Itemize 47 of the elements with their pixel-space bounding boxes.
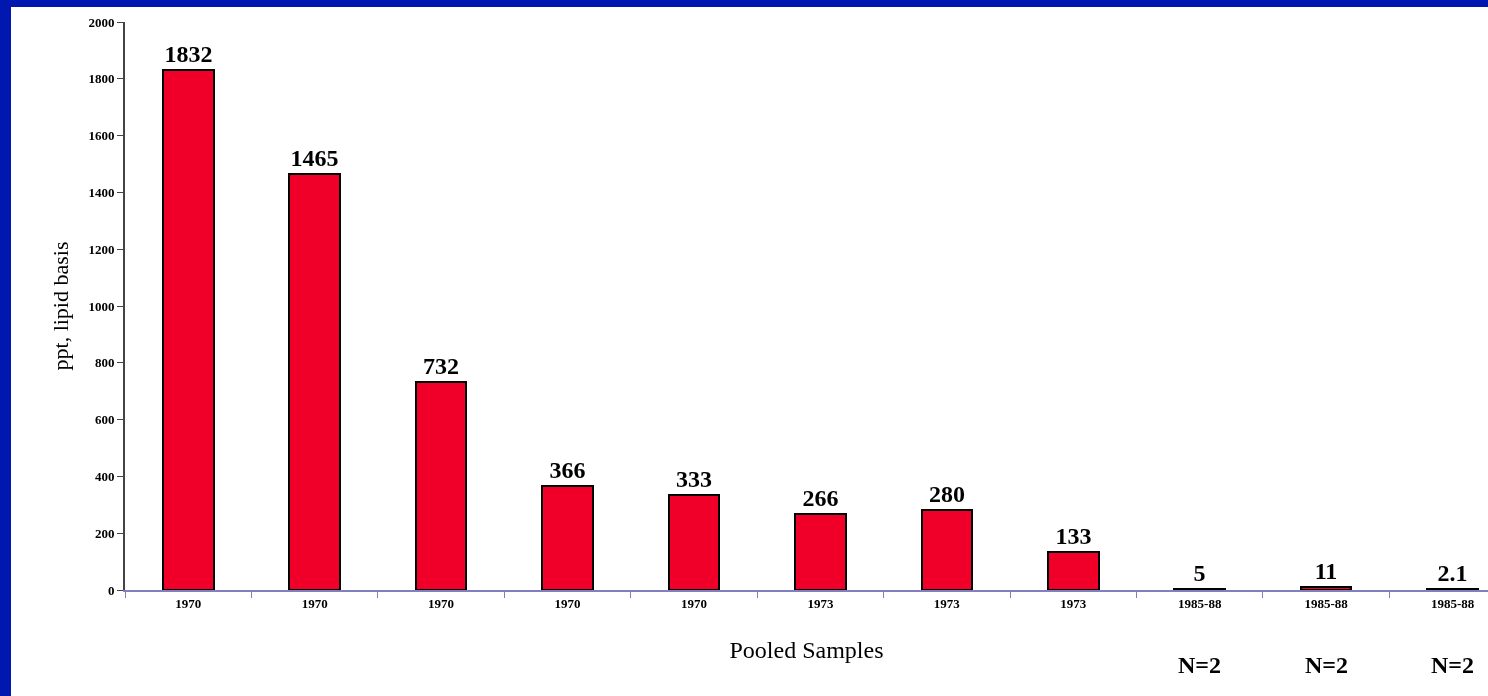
y-axis-title: ppt, lipid basis bbox=[47, 241, 73, 371]
data-label: 1832 bbox=[164, 41, 213, 67]
data-label: 732 bbox=[423, 353, 459, 379]
data-label: 133 bbox=[1055, 523, 1092, 549]
bar bbox=[288, 173, 341, 590]
x-tick-label: 1985-88 bbox=[1178, 595, 1222, 611]
x-tick-label: 1970 bbox=[175, 595, 202, 611]
y-tick-label: 400 bbox=[94, 468, 115, 484]
data-label: 266 bbox=[802, 485, 839, 511]
y-tick-label: 1400 bbox=[88, 184, 115, 200]
text: N=2 bbox=[1178, 652, 1222, 678]
text: N=2 bbox=[1305, 652, 1349, 678]
x-tick-label: 1985-88 bbox=[1304, 595, 1349, 611]
bar bbox=[541, 485, 594, 590]
data-label: 280 bbox=[929, 481, 965, 507]
y-tick-label: 1200 bbox=[88, 241, 115, 257]
bar bbox=[794, 513, 847, 590]
y-tick-label: 0 bbox=[107, 582, 115, 598]
y-tick-label: 1000 bbox=[88, 298, 115, 314]
data-label: 11 bbox=[1314, 558, 1338, 584]
x-tick-label: 1973 bbox=[933, 595, 961, 611]
bar bbox=[668, 494, 720, 590]
bar bbox=[1047, 551, 1100, 590]
data-label: 2.1 bbox=[1437, 560, 1468, 586]
y-tick-label: 2000 bbox=[88, 14, 115, 30]
y-tick-label: 600 bbox=[94, 412, 115, 428]
x-tick-label: 1985-88 bbox=[1430, 595, 1475, 611]
bar bbox=[162, 69, 215, 590]
x-tick-label: 1973 bbox=[807, 595, 834, 611]
data-label: 5 bbox=[1193, 560, 1206, 586]
data-label: 1465 bbox=[290, 145, 339, 171]
x-tick-label: 1970 bbox=[554, 595, 581, 611]
x-tick-label: 1970 bbox=[680, 595, 707, 611]
x-tick-label: 1970 bbox=[428, 595, 455, 611]
y-tick-label: 1800 bbox=[88, 71, 115, 87]
x-tick-label: 1973 bbox=[1060, 595, 1087, 611]
y-tick-label: 800 bbox=[94, 355, 115, 371]
text: N=2 bbox=[1431, 652, 1475, 678]
x-axis-title: Pooled Samples bbox=[729, 637, 884, 664]
data-label: 333 bbox=[676, 466, 712, 492]
y-tick-label: 200 bbox=[94, 525, 115, 541]
y-tick-label: 1600 bbox=[88, 128, 115, 144]
bar bbox=[921, 509, 973, 590]
data-label: 366 bbox=[549, 457, 586, 483]
x-tick-label: 1970 bbox=[301, 595, 328, 611]
bar bbox=[1300, 586, 1352, 590]
bar bbox=[415, 381, 467, 590]
